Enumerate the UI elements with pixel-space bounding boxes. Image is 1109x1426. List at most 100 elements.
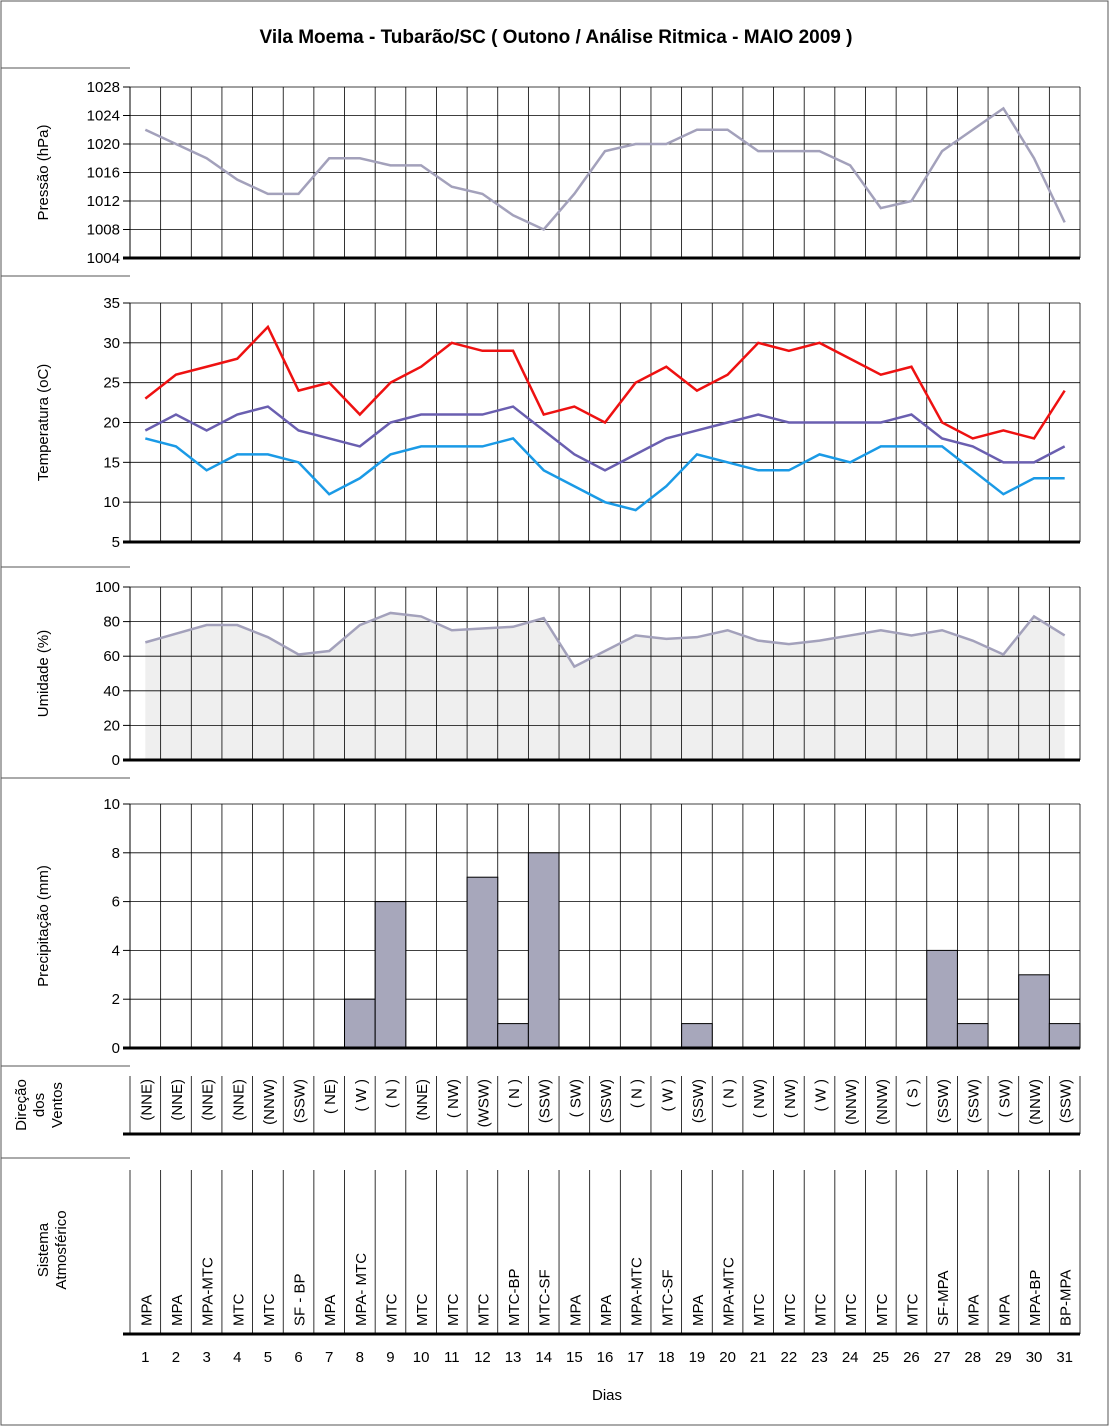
y-tick-label: 5 [112, 534, 120, 551]
system-axis-label: Sistema [35, 1222, 52, 1277]
precip-bar [344, 998, 376, 1049]
wind-direction-label: (NNE) [414, 1079, 431, 1121]
y-tick-label: 1016 [87, 165, 120, 182]
wind-direction-label: ( N ) [629, 1079, 646, 1108]
series-line-temp_min [145, 437, 1065, 512]
day-label: 11 [444, 1349, 460, 1366]
day-label: 1 [141, 1349, 149, 1366]
atmospheric-system-label: MPA-MTC [200, 1257, 217, 1326]
y-tick-label: 1020 [87, 136, 120, 153]
atmospheric-system-label: BP-MPA [1058, 1270, 1075, 1326]
humidity-panel: 0 20 40 60 80 100 Umidade (%) [35, 579, 1081, 769]
day-label: 12 [474, 1349, 491, 1366]
atmospheric-system-label: MTC [813, 1293, 830, 1326]
wind-direction-label: (SSW) [537, 1079, 554, 1123]
atmospheric-system-label: MPA [966, 1295, 983, 1326]
precip-bar [466, 876, 499, 1049]
precip-bar [497, 1023, 529, 1049]
wind-direction-label: (NNE) [200, 1079, 217, 1121]
y-tick-label: 0 [112, 752, 120, 769]
day-label: 3 [202, 1349, 210, 1366]
wind-direction-label: (SSW) [966, 1079, 983, 1123]
precip-bar [374, 901, 407, 1049]
y-axis-label: Umidade (%) [35, 630, 52, 718]
wind-direction-label: ( N ) [721, 1079, 738, 1108]
wind-direction-label: (SSW) [690, 1079, 707, 1123]
atmospheric-system-label: MTC [475, 1293, 492, 1326]
wind-direction-label: (NNW) [843, 1079, 860, 1125]
day-label: 31 [1056, 1349, 1073, 1366]
atmospheric-system-label: MTC [874, 1293, 891, 1326]
atmospheric-system-label: MPA [598, 1295, 615, 1326]
day-label: 8 [356, 1349, 364, 1366]
wind-direction-label: ( W ) [659, 1079, 676, 1111]
day-label: 15 [566, 1349, 583, 1366]
day-label: 24 [842, 1349, 859, 1366]
precip-bar [956, 1023, 989, 1049]
day-label: 30 [1026, 1349, 1043, 1366]
atmospheric-system-label: MTC [261, 1293, 278, 1326]
y-tick-label: 1012 [87, 193, 120, 210]
day-label: 25 [872, 1349, 889, 1366]
atmospheric-system-panel: MPA MPA MPA-MTC MTC MTC SF - BP MPA MPA- MTC MTC… [35, 1170, 1081, 1336]
atmospheric-system-label: SF - BP [292, 1273, 309, 1326]
wind-direction-label: ( W ) [353, 1079, 370, 1111]
wind-direction-label: ( N ) [506, 1079, 523, 1108]
wind-direction-label: (NNE) [230, 1079, 247, 1121]
wind-direction-label: ( NW) [445, 1079, 462, 1118]
y-tick-label: 2 [112, 991, 120, 1008]
atmospheric-system-label: MPA-MTC [629, 1257, 646, 1326]
wind-direction-label: ( SW) [996, 1079, 1013, 1117]
y-tick-label: 1008 [87, 222, 120, 239]
wind-direction-label: (NNW) [1027, 1079, 1044, 1125]
y-tick-label: 40 [103, 683, 120, 700]
y-tick-label: 20 [103, 415, 120, 432]
atmospheric-system-label: SF-MPA [935, 1270, 952, 1326]
atmospheric-system-label: MTC-SF [537, 1269, 554, 1326]
atmospheric-system-label: MPA [322, 1295, 339, 1326]
atmospheric-system-label: MPA [690, 1295, 707, 1326]
day-label: 16 [597, 1349, 614, 1366]
wind-direction-label: (NNW) [874, 1079, 891, 1125]
y-tick-label: 20 [103, 717, 120, 734]
x-axis-label: Dias [592, 1387, 622, 1404]
atmospheric-system-label: MPA [138, 1295, 155, 1326]
figure-title: Vila Moema - Tubarão/SC ( Outono / Análi… [260, 27, 853, 48]
wind-direction-label: ( SW) [567, 1079, 584, 1117]
wind-direction-label: ( N ) [383, 1079, 400, 1108]
wind-direction-label: (SSW) [598, 1079, 615, 1123]
day-label: 19 [689, 1349, 706, 1366]
wind-direction-panel: (NNE) (NNE) (NNE) (NNE) (NNW) (SSW) ( NE) ( W )… [13, 1076, 1081, 1136]
atmospheric-system-label: MTC [414, 1293, 431, 1326]
wind-direction-label: (NNE) [138, 1079, 155, 1121]
precipitation-panel: 0 2 4 6 8 10 Precipitação (mm) [35, 796, 1081, 1057]
day-label: 22 [781, 1349, 798, 1366]
day-label: 29 [995, 1349, 1012, 1366]
wind-axis-label: dos [31, 1093, 48, 1117]
atmospheric-system-label: MPA- MTC [353, 1253, 370, 1326]
wind-direction-label: ( W ) [813, 1079, 830, 1111]
atmospheric-system-label: MPA-MTC [721, 1257, 738, 1326]
day-label: 10 [413, 1349, 430, 1366]
wind-axis-label: Ventos [49, 1082, 66, 1128]
y-tick-label: 0 [112, 1040, 120, 1057]
wind-direction-label: (NNW) [261, 1079, 278, 1125]
y-tick-label: 1028 [87, 79, 120, 96]
y-tick-label: 35 [103, 295, 120, 312]
y-tick-label: 30 [103, 335, 120, 352]
y-tick-label: 8 [112, 845, 120, 862]
y-axis-label: Pressão (hPa) [35, 125, 52, 221]
y-tick-label: 1004 [87, 250, 120, 267]
atmospheric-system-label: MTC [383, 1293, 400, 1326]
wind-direction-label: ( S ) [904, 1079, 921, 1107]
day-label: 23 [811, 1349, 828, 1366]
y-tick-label: 60 [103, 648, 120, 665]
y-axis-label: Precipitação (mm) [35, 865, 52, 987]
day-label: 28 [964, 1349, 981, 1366]
wind-direction-label: (SSW) [1058, 1079, 1075, 1123]
day-label: 7 [325, 1349, 333, 1366]
wind-direction-label: (SSW) [935, 1079, 952, 1123]
wind-direction-label: (NNE) [169, 1079, 186, 1121]
atmospheric-system-label: MTC [782, 1293, 799, 1326]
